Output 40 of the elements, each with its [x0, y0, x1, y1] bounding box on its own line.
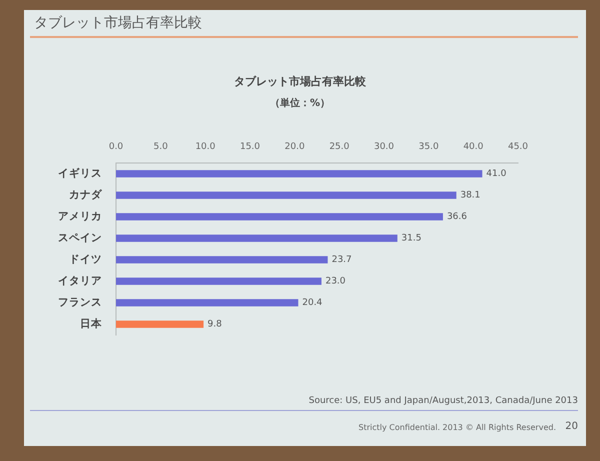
data-label: 23.0	[325, 276, 346, 287]
chart-title: タブレット市場占有率比較	[233, 74, 367, 89]
x-tick-label: 40.0	[463, 142, 484, 152]
x-tick-label: 35.0	[418, 142, 439, 152]
data-label: 38.1	[460, 190, 480, 201]
data-label: 20.4	[302, 298, 323, 308]
text: 20	[565, 421, 578, 432]
text: タブレット市場占有率比較	[34, 14, 202, 32]
bar	[116, 213, 443, 220]
y-tick-label: イギリス	[58, 166, 102, 180]
x-tick-label: 30.0	[374, 142, 394, 152]
data-label: 36.6	[446, 212, 468, 222]
data-label: 23.7	[332, 255, 352, 266]
x-tick-label: 15.0	[240, 142, 260, 152]
x-tick-label: 20.0	[284, 142, 305, 152]
x-tick-label: 0.0	[108, 142, 124, 152]
y-tick-label: ドイツ	[69, 253, 102, 266]
x-tick-label: 45.0	[508, 142, 528, 152]
y-tick-label: イタリア	[58, 274, 102, 287]
y-tick-label: 日本	[80, 316, 103, 330]
bar	[116, 170, 482, 178]
x-tick-label: 25.0	[329, 142, 350, 152]
bar	[116, 234, 398, 242]
x-tick-label: 5.0	[154, 142, 168, 152]
data-label: 41.0	[486, 169, 507, 180]
chart-subtitle: （単位：%）	[268, 96, 332, 110]
text: Strictly Confidential. 2013 © All Rights Reserved.	[358, 423, 556, 432]
y-tick-label: フランス	[58, 296, 102, 308]
bar	[116, 299, 298, 306]
bar	[116, 278, 322, 285]
source-note: Source: US, EU5 and Japan/August,2013, Canada/June 2013	[308, 396, 578, 406]
bar	[116, 320, 204, 328]
bar	[116, 256, 328, 264]
y-tick-label: カナダ	[69, 188, 103, 201]
x-tick-label: 10.0	[195, 142, 216, 152]
data-label: 9.8	[208, 320, 222, 330]
y-tick-label: アメリカ	[58, 210, 102, 222]
y-tick-label: スペイン	[58, 232, 102, 244]
data-label: 31.5	[401, 234, 422, 244]
bar	[116, 192, 456, 199]
